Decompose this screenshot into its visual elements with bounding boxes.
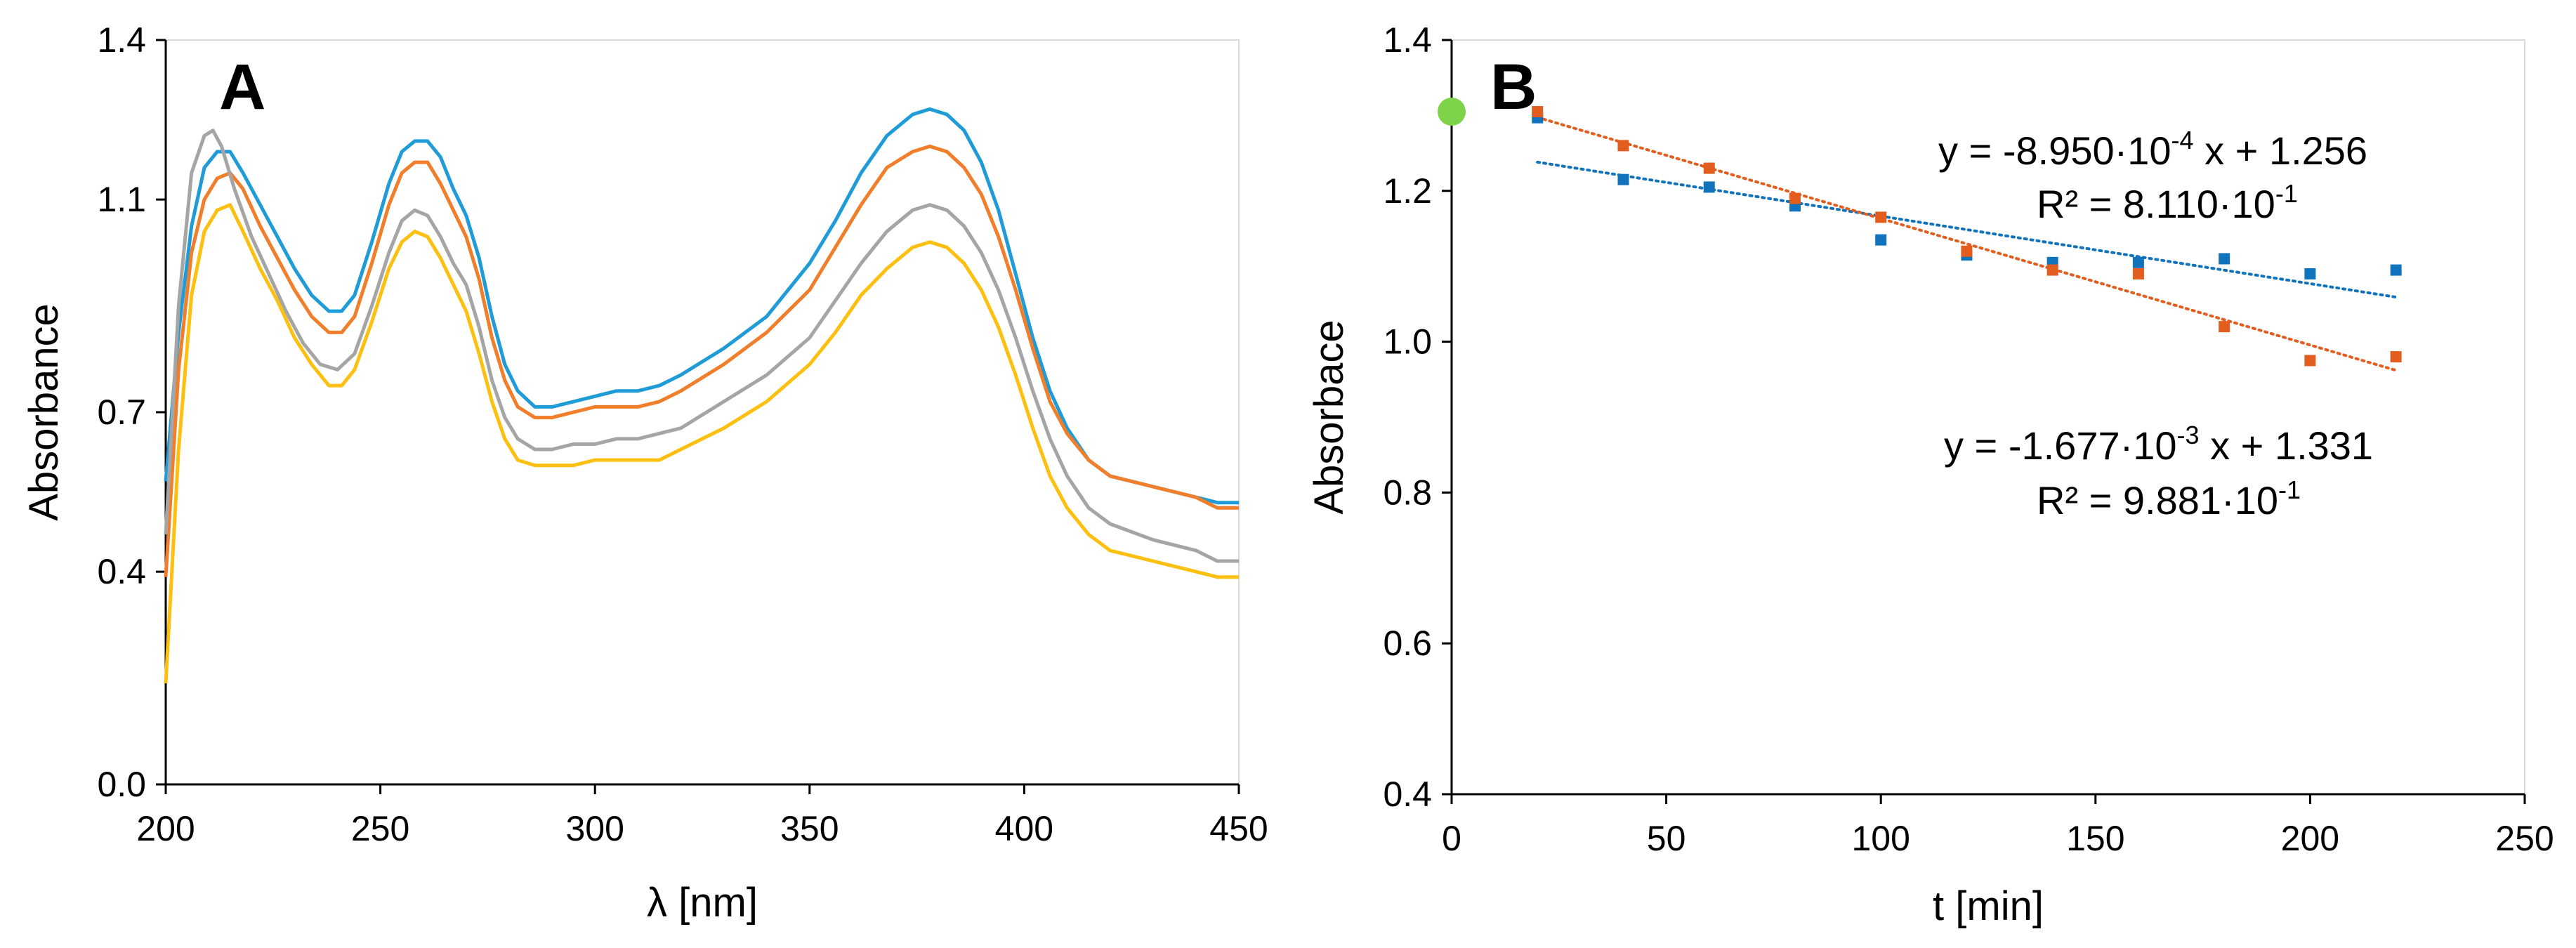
spectrum-line-series-2: [164, 144, 1239, 577]
panel-b-x-tick-label: 50: [1647, 819, 1686, 858]
panel-a-y-tick-label: 0.0: [97, 765, 146, 804]
panel-b-x-axis-label: t [min]: [1933, 883, 2044, 929]
trendline-blue: [1536, 160, 2398, 299]
spectrum-line-series-1: [164, 107, 1239, 505]
panel-a-y-tick-label: 1.1: [97, 180, 146, 219]
spectrum-line-series-3: [164, 129, 1239, 563]
panel-b-y-tick-label: 1.4: [1383, 20, 1432, 60]
data-point-orange: [1617, 140, 1629, 152]
data-point-blue: [1875, 234, 1887, 246]
data-point-orange: [1961, 245, 1973, 257]
spectrum-line-series-4: [164, 203, 1239, 684]
panel-a-x-tick-label: 450: [1209, 809, 1268, 848]
panel-a-x-tick-label: 400: [995, 809, 1053, 848]
panel-a-plot-area: [165, 39, 1240, 785]
equation-orange: y = -1.677·10-3 x + 1.331: [1944, 421, 2373, 468]
data-point-blue: [1617, 173, 1629, 185]
data-point-orange: [2304, 355, 2316, 367]
data-point-orange: [2132, 268, 2144, 279]
panel-a-y-tick-label: 0.7: [97, 393, 146, 432]
data-point-orange: [2390, 351, 2402, 363]
panel-b-y-axis-label: Absorbace: [1306, 320, 1352, 514]
data-point-orange: [1532, 106, 1544, 118]
data-point-blue: [2390, 264, 2402, 276]
panel-b-y-tick-label: 1.0: [1383, 322, 1432, 362]
panel-a-x-axis-label: λ [nm]: [647, 880, 758, 926]
panel-b-x-tick-label: 250: [2495, 819, 2554, 858]
panel-a-x-tick-label: 300: [565, 809, 624, 848]
panel-b-x-tick-label: 100: [1851, 819, 1910, 858]
panel-b-y-tick-label: 0.8: [1383, 473, 1432, 512]
panel-b-x-tick-label: 0: [1442, 819, 1461, 858]
data-point-orange: [1875, 211, 1887, 223]
trendline-orange: [1536, 116, 2398, 372]
panel-b-x-tick-label: 150: [2066, 819, 2124, 858]
data-point-orange: [1789, 192, 1801, 204]
panel-b-label: B: [1490, 51, 1537, 123]
r2-blue: R² = 8.110·10-1: [2037, 179, 2298, 226]
data-point-orange: [2046, 264, 2058, 276]
panel-a-x-tick-label: 250: [351, 809, 409, 848]
panel-a-x-tick-label: 200: [136, 809, 195, 848]
start-point-marker: [1438, 98, 1466, 126]
panel-a-y-tick-label: 0.4: [97, 552, 146, 591]
data-point-blue: [2132, 256, 2144, 268]
data-point-blue: [2219, 253, 2230, 265]
data-point-blue: [1703, 181, 1715, 193]
panel-a-x-tick-label: 350: [780, 809, 839, 848]
panel-b-y-tick-label: 0.6: [1383, 624, 1432, 663]
panel-a-y-tick-label: 1.4: [97, 20, 146, 60]
data-point-orange: [1703, 162, 1715, 174]
r2-orange: R² = 9.881·10-1: [2037, 475, 2301, 522]
equation-blue: y = -8.950·10-4 x + 1.256: [1938, 126, 2367, 173]
data-point-orange: [2219, 321, 2230, 333]
panel-b-y-tick-label: 1.2: [1383, 171, 1432, 211]
panel-b-x-tick-label: 200: [2281, 819, 2339, 858]
panel-a-label: A: [219, 51, 265, 123]
panel-b-y-tick-label: 0.4: [1383, 775, 1432, 814]
panel-a-y-axis-label: Absorbance: [21, 303, 67, 521]
data-point-blue: [2304, 268, 2316, 279]
